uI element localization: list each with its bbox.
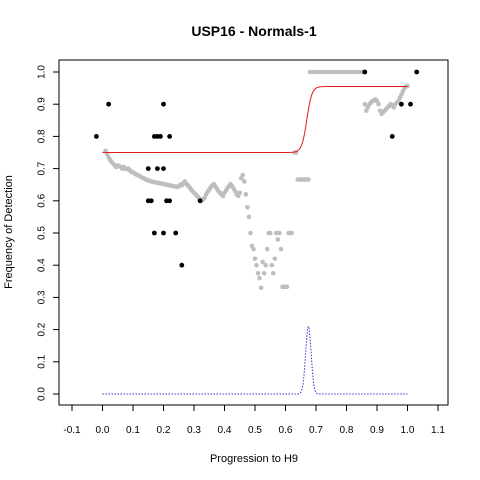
plot-area bbox=[94, 69, 420, 395]
x-axis-label: Progression to H9 bbox=[210, 453, 298, 465]
gray-point bbox=[264, 246, 270, 252]
x-tick-label: 0.7 bbox=[309, 425, 323, 436]
black-point bbox=[408, 101, 413, 107]
y-tick-label: 0.4 bbox=[37, 258, 48, 272]
gray-point bbox=[260, 259, 265, 265]
black-point bbox=[155, 166, 160, 172]
density-curve bbox=[102, 324, 408, 395]
y-tick-label: 1.0 bbox=[37, 65, 48, 79]
plot-frame bbox=[58, 59, 449, 406]
gray-point bbox=[242, 179, 247, 184]
black-point bbox=[179, 262, 185, 268]
gray-point bbox=[263, 262, 268, 268]
gray-point bbox=[284, 284, 290, 290]
gray-point bbox=[306, 177, 311, 182]
black-point bbox=[161, 230, 166, 236]
y-tick-label: 0.0 bbox=[37, 387, 48, 401]
y-tick-label: 0.3 bbox=[37, 290, 48, 304]
gray-point bbox=[255, 270, 261, 276]
black-point bbox=[389, 134, 395, 139]
black-point bbox=[148, 198, 154, 204]
gray-point bbox=[243, 192, 249, 197]
gray-point bbox=[269, 262, 275, 268]
gray-point bbox=[405, 83, 410, 89]
black-point bbox=[167, 134, 173, 139]
black-point bbox=[151, 230, 157, 236]
x-tick-label: 0.8 bbox=[340, 425, 354, 436]
x-tick-label: 0.6 bbox=[279, 425, 293, 436]
gray-point bbox=[254, 262, 259, 268]
y-tick-label: 0.2 bbox=[37, 322, 48, 336]
gray-point bbox=[362, 101, 368, 107]
x-tick-label: 0.5 bbox=[248, 425, 262, 436]
x-tick-label: 0.1 bbox=[126, 425, 140, 436]
black-point bbox=[167, 198, 173, 204]
black-point bbox=[399, 101, 404, 107]
gray-point bbox=[245, 204, 250, 210]
y-tick-label: 0.5 bbox=[37, 226, 48, 240]
x-tick-label: 0.4 bbox=[218, 425, 232, 436]
black-point bbox=[414, 69, 420, 75]
x-tick-label: 1.0 bbox=[401, 425, 415, 436]
gray-point bbox=[251, 246, 256, 252]
gray-point bbox=[289, 230, 294, 236]
gray-point bbox=[275, 237, 281, 242]
y-tick-label: 0.6 bbox=[37, 193, 48, 207]
x-axis: -0.1 0.0 0.1 0.2 0.3 0.4 0.5 0.6 0.7 0.8 0.9 1.0 1.1 bbox=[63, 404, 445, 436]
gray-point bbox=[252, 256, 258, 262]
black-point bbox=[106, 101, 111, 107]
gray-point bbox=[237, 190, 243, 196]
y-tick-label: 0.1 bbox=[37, 354, 48, 368]
gray-point bbox=[240, 172, 246, 178]
black-point bbox=[197, 198, 203, 204]
y-tick-label: 0.7 bbox=[37, 161, 48, 175]
y-axis: 0.0 0.1 0.2 0.3 0.4 0.5 0.6 0.7 0.8 0.9 1.0 bbox=[37, 65, 60, 401]
x-tick-label: -0.1 bbox=[63, 425, 81, 436]
black-point bbox=[161, 166, 166, 172]
x-tick-label: 0.2 bbox=[157, 425, 171, 436]
gray-point bbox=[261, 270, 267, 276]
y-axis-label: Frequency of Detection bbox=[3, 175, 15, 289]
gray-point bbox=[246, 214, 252, 220]
gray-point bbox=[257, 275, 262, 281]
black-point bbox=[161, 101, 166, 107]
gray-point bbox=[258, 285, 264, 291]
black-point bbox=[158, 134, 163, 139]
y-tick-label: 0.8 bbox=[37, 129, 48, 143]
x-tick-label: 0.9 bbox=[370, 425, 384, 436]
x-tick-label: 1.1 bbox=[431, 425, 445, 436]
y-tick-label: 0.9 bbox=[37, 97, 48, 111]
gray-point bbox=[376, 101, 381, 107]
gray-point bbox=[272, 256, 278, 262]
chart-title: USP16 - Normals-1 bbox=[191, 23, 316, 39]
x-tick-label: 0.3 bbox=[187, 425, 201, 436]
black-point bbox=[94, 134, 99, 139]
gray-point bbox=[267, 230, 273, 236]
gray-point bbox=[278, 246, 284, 252]
x-tick-label: 0.0 bbox=[96, 425, 110, 436]
gray-point bbox=[277, 230, 282, 236]
gray-point bbox=[248, 230, 253, 236]
fit-curve bbox=[102, 85, 408, 153]
black-point bbox=[362, 69, 368, 75]
black-point bbox=[145, 166, 151, 172]
gray-point bbox=[271, 270, 276, 276]
black-point bbox=[173, 230, 179, 236]
